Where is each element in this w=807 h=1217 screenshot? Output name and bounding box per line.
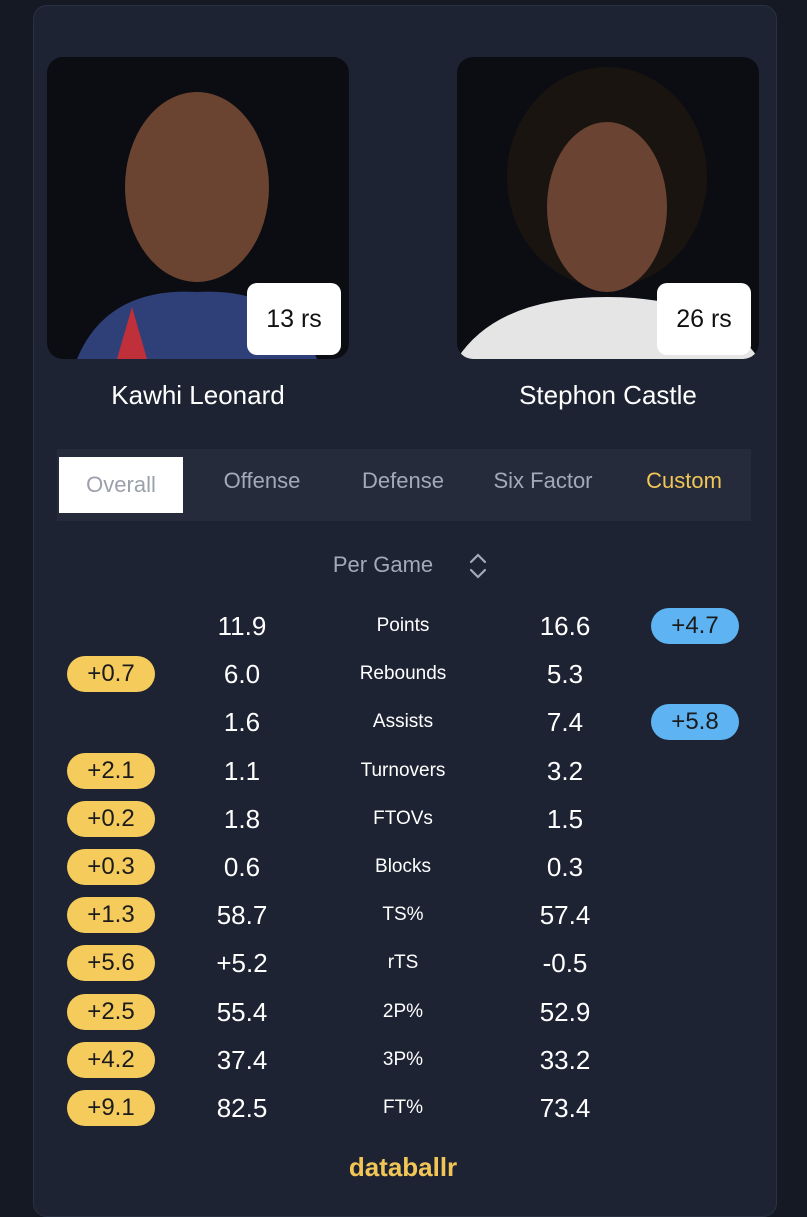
- rank-badge: 26 rs: [657, 283, 751, 355]
- left-value: 6.0: [223, 659, 261, 690]
- stat-label: TS%: [382, 904, 424, 926]
- left-value: 82.5: [216, 1093, 268, 1123]
- tab[interactable]: Offense: [223, 468, 301, 493]
- mode-select[interactable]: Per Game: [332, 552, 434, 577]
- left-value: 1.8: [223, 803, 261, 834]
- player-name: Kawhi Leonard: [111, 380, 285, 410]
- left-value: 37.4: [216, 1044, 268, 1075]
- stat-label: 2P%: [382, 1000, 424, 1022]
- right-value: 3.2: [546, 755, 584, 786]
- diff-badge: +2.1: [67, 752, 155, 789]
- diff-badge: +5.6: [67, 945, 155, 982]
- diff-badge: +2.5: [67, 993, 155, 1030]
- stat-label: Assists: [372, 711, 434, 733]
- sort-icon[interactable]: [468, 552, 488, 580]
- left-value: +5.2: [216, 948, 268, 979]
- left-value: 11.9: [217, 611, 267, 641]
- diff-badge: +9.1: [67, 1090, 155, 1126]
- stat-label: Rebounds: [359, 663, 447, 685]
- right-value: 52.9: [539, 996, 591, 1027]
- right-value: 57.4: [539, 900, 591, 931]
- left-value: 1.1: [223, 755, 261, 786]
- right-value: 16.6: [539, 611, 591, 641]
- stat-label: FTOVs: [373, 807, 433, 829]
- player-photo: 13 rs: [47, 57, 349, 359]
- right-value: 7.4: [546, 707, 584, 738]
- right-value: -0.5: [542, 948, 588, 979]
- player-name: Stephon Castle: [519, 380, 697, 410]
- tab[interactable]: Defense: [362, 468, 444, 493]
- diff-badge: +4.2: [67, 1041, 155, 1078]
- left-value: 0.6: [223, 852, 261, 882]
- diff-badge: +4.7: [651, 608, 739, 644]
- left-value: 55.4: [216, 996, 268, 1027]
- player-photo: 26 rs: [457, 57, 759, 359]
- tab[interactable]: Overall: [59, 457, 183, 513]
- diff-badge: +0.2: [67, 800, 155, 837]
- diff-badge: +0.7: [67, 656, 155, 693]
- diff-badge: +0.3: [67, 849, 155, 885]
- right-value: 33.2: [539, 1044, 591, 1075]
- right-value: 5.3: [546, 659, 584, 690]
- left-value: 1.6: [223, 707, 261, 738]
- diff-badge: +5.8: [651, 704, 739, 741]
- right-value: 1.5: [546, 803, 584, 834]
- stat-label: rTS: [387, 952, 419, 974]
- brand: databallr: [348, 1152, 458, 1182]
- stat-label: Points: [376, 615, 430, 636]
- tab[interactable]: Custom: [646, 468, 722, 493]
- diff-badge: +1.3: [67, 897, 155, 934]
- left-value: 58.7: [216, 900, 268, 931]
- rank-badge: 13 rs: [247, 283, 341, 355]
- tab[interactable]: Six Factor: [493, 468, 593, 493]
- right-value: 0.3: [546, 852, 584, 882]
- stat-label: FT%: [382, 1097, 424, 1118]
- stat-label: 3P%: [382, 1048, 424, 1070]
- stat-label: Blocks: [375, 856, 431, 877]
- stat-label: Turnovers: [360, 759, 446, 781]
- right-value: 73.4: [539, 1093, 591, 1123]
